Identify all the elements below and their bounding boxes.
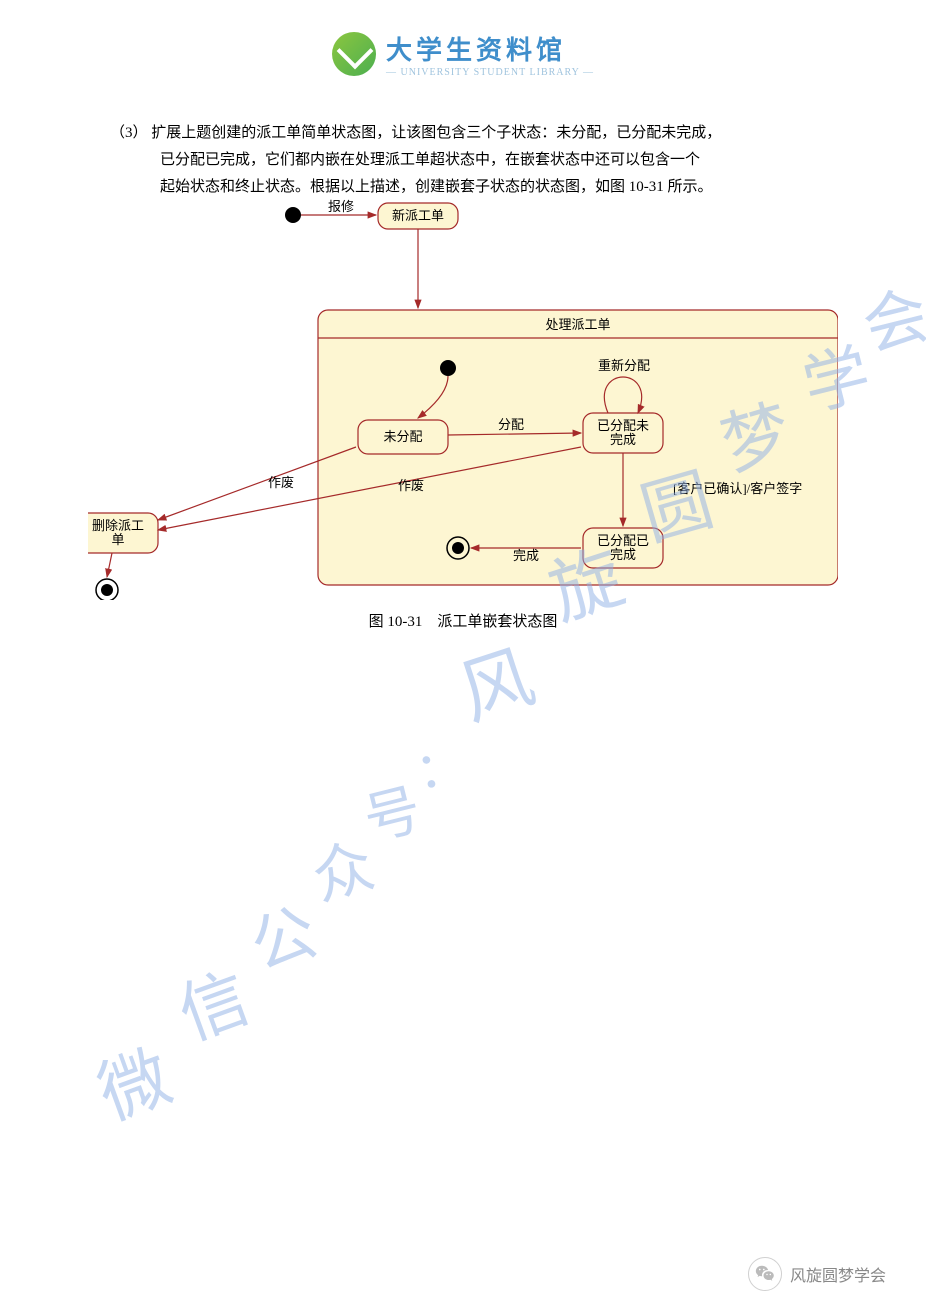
svg-text:重新分配: 重新分配 — [598, 358, 650, 373]
svg-text:单: 单 — [111, 532, 124, 547]
question-line1: 扩展上题创建的派工单简单状态图，让该图包含三个子状态：未分配，已分配未完成， — [151, 125, 721, 141]
svg-text:公: 公 — [242, 896, 325, 983]
svg-text:分配: 分配 — [498, 417, 524, 432]
state-diagram: 处理派工单新派工单未分配已分配未完成已分配已完成删除派工单报修分配重新分配[客户… — [88, 195, 838, 600]
svg-text:完成: 完成 — [513, 548, 539, 563]
svg-text:号: 号 — [358, 779, 427, 853]
question-line2: 已分配已完成，它们都内嵌在处理派工单超状态中，在嵌套状态中还可以包含一个 — [110, 147, 860, 174]
logo-en: — UNIVERSITY STUDENT LIBRARY — — [386, 67, 594, 78]
svg-text:完成: 完成 — [610, 547, 636, 562]
svg-text:处理派工单: 处理派工单 — [545, 317, 610, 332]
svg-text:风: 风 — [450, 637, 543, 735]
svg-text:众: 众 — [305, 833, 381, 913]
question-prefix: （3） — [110, 125, 148, 141]
header-logo: 大学生资料馆 — UNIVERSITY STUDENT LIBRARY — — [332, 30, 594, 78]
state-diagram-svg: 处理派工单新派工单未分配已分配未完成已分配已完成删除派工单报修分配重新分配[客户… — [88, 195, 838, 600]
svg-text:作废: 作废 — [398, 478, 424, 493]
svg-text:：: ： — [411, 736, 472, 801]
svg-text:删除派工: 删除派工 — [92, 518, 144, 533]
logo-cn: 大学生资料馆 — [386, 30, 594, 67]
wechat-icon — [748, 1257, 782, 1291]
svg-text:报修: 报修 — [328, 199, 354, 214]
question-text: （3） 扩展上题创建的派工单简单状态图，让该图包含三个子状态：未分配，已分配未完… — [110, 120, 860, 201]
svg-text:会: 会 — [856, 279, 926, 363]
svg-text:[客户已确认]/客户签字: [客户已确认]/客户签字 — [673, 481, 802, 496]
svg-text:微: 微 — [89, 1039, 181, 1135]
footer-text: 风旋圆梦学会 — [790, 1262, 886, 1286]
figure-caption: 图 10-31 派工单嵌套状态图 — [0, 610, 926, 631]
svg-text:信: 信 — [169, 959, 259, 1054]
svg-text:未分配: 未分配 — [383, 429, 422, 444]
svg-text:新派工单: 新派工单 — [392, 208, 444, 223]
footer: 风旋圆梦学会 — [748, 1257, 886, 1291]
logo-mark-icon — [332, 32, 376, 76]
svg-text:已分配已: 已分配已 — [597, 533, 649, 548]
svg-text:完成: 完成 — [610, 432, 636, 447]
logo-text: 大学生资料馆 — UNIVERSITY STUDENT LIBRARY — — [386, 30, 594, 78]
svg-text:作废: 作废 — [268, 475, 294, 490]
svg-text:已分配未: 已分配未 — [597, 418, 649, 433]
